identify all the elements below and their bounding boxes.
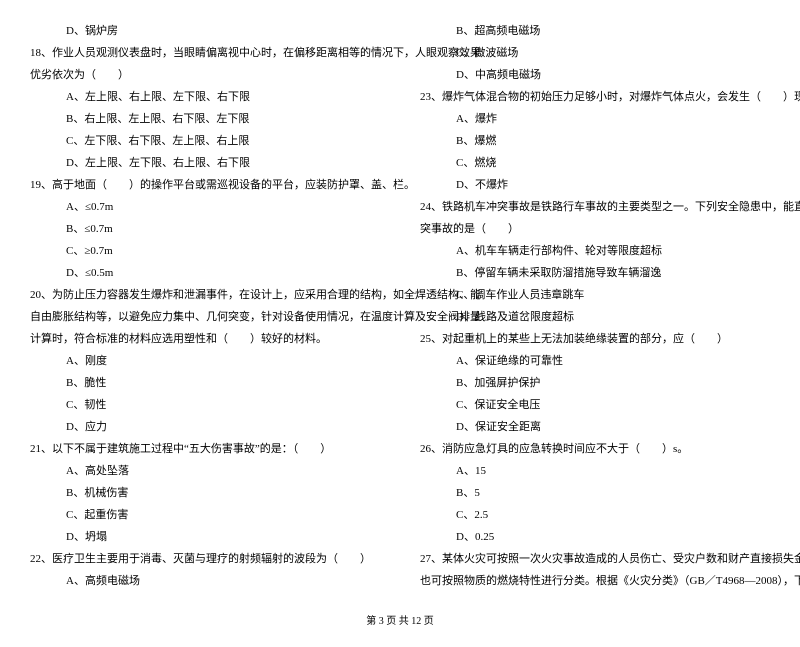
option-line: B、机械伤害 — [30, 482, 380, 504]
option-line: A、左上限、右上限、左下限、右下限 — [30, 86, 380, 108]
question-line: 22、医疗卫生主要用于消毒、灭菌与理疗的射频辐射的波段为（ ） — [30, 548, 380, 570]
option-line: A、机车车辆走行部构件、轮对等限度超标 — [420, 240, 770, 262]
right-column: B、超高频电磁场C、微波磁场D、中高频电磁场23、爆炸气体混合物的初始压力足够小… — [420, 20, 770, 592]
option-line: B、5 — [420, 482, 770, 504]
question-line: 24、铁路机车冲突事故是铁路行车事故的主要类型之一。下列安全隐患中，能直接导致机… — [420, 196, 770, 218]
page-columns: D、锅炉房18、作业人员观测仪表盘时，当眼睛偏离视中心时，在偏移距离相等的情况下… — [30, 20, 770, 592]
left-column: D、锅炉房18、作业人员观测仪表盘时，当眼睛偏离视中心时，在偏移距离相等的情况下… — [30, 20, 380, 592]
question-line: 也可按照物质的燃烧特性进行分类。根据《火灾分类》（GB／T4968—2008），… — [420, 570, 770, 592]
question-line: 18、作业人员观测仪表盘时，当眼睛偏离视中心时，在偏移距离相等的情况下，人眼观察… — [30, 42, 380, 64]
question-line: 25、对起重机上的某些上无法加装绝缘装置的部分，应（ ） — [420, 328, 770, 350]
option-line: B、停留车辆未采取防溜措施导致车辆溜逸 — [420, 262, 770, 284]
option-line: D、坍塌 — [30, 526, 380, 548]
option-line: A、刚度 — [30, 350, 380, 372]
option-line: A、15 — [420, 460, 770, 482]
page-footer: 第 3 页 共 12 页 — [30, 612, 770, 627]
option-line: B、超高频电磁场 — [420, 20, 770, 42]
option-line: B、爆燃 — [420, 130, 770, 152]
question-line: 27、某体火灾可按照一次火灾事故造成的人员伤亡、受灾户数和财产直接损失金额进行分… — [420, 548, 770, 570]
option-line: C、左下限、右下限、左上限、右上限 — [30, 130, 380, 152]
option-line: D、应力 — [30, 416, 380, 438]
option-line: A、高频电磁场 — [30, 570, 380, 592]
option-line: C、韧性 — [30, 394, 380, 416]
option-line: D、线路及道岔限度超标 — [420, 306, 770, 328]
option-line: C、≥0.7m — [30, 240, 380, 262]
option-line: C、调车作业人员违章跳车 — [420, 284, 770, 306]
question-line: 计算时，符合标准的材料应选用塑性和（ ）较好的材料。 — [30, 328, 380, 350]
option-line: A、高处坠落 — [30, 460, 380, 482]
option-line: A、≤0.7m — [30, 196, 380, 218]
option-line: D、左上限、左下限、右上限、右下限 — [30, 152, 380, 174]
option-line: D、0.25 — [420, 526, 770, 548]
option-line: D、锅炉房 — [30, 20, 380, 42]
option-line: A、保证绝缘的可靠性 — [420, 350, 770, 372]
question-line: 19、高于地面（ ）的操作平台或需巡视设备的平台，应装防护罩、盖、栏。 — [30, 174, 380, 196]
option-line: C、燃烧 — [420, 152, 770, 174]
option-line: C、2.5 — [420, 504, 770, 526]
option-line: D、不爆炸 — [420, 174, 770, 196]
question-line: 自由膨胀结构等，以避免应力集中、几何突变，针对设备使用情况，在温度计算及安全阀排… — [30, 306, 380, 328]
option-line: B、右上限、左上限、右下限、左下限 — [30, 108, 380, 130]
question-line: 21、以下不属于建筑施工过程中“五大伤害事故”的是：（ ） — [30, 438, 380, 460]
option-line: C、微波磁场 — [420, 42, 770, 64]
question-line: 20、为防止压力容器发生爆炸和泄漏事件，在设计上，应采用合理的结构，如全焊透结构… — [30, 284, 380, 306]
option-line: B、加强屏护保护 — [420, 372, 770, 394]
option-line: D、保证安全距离 — [420, 416, 770, 438]
question-line: 26、消防应急灯具的应急转换时间应不大于（ ）s。 — [420, 438, 770, 460]
option-line: D、中高频电磁场 — [420, 64, 770, 86]
option-line: D、≤0.5m — [30, 262, 380, 284]
option-line: B、≤0.7m — [30, 218, 380, 240]
option-line: C、起重伤害 — [30, 504, 380, 526]
question-line: 突事故的是（ ） — [420, 218, 770, 240]
option-line: B、脆性 — [30, 372, 380, 394]
question-line: 23、爆炸气体混合物的初始压力足够小时，对爆炸气体点火，会发生（ ）现象。 — [420, 86, 770, 108]
option-line: A、爆炸 — [420, 108, 770, 130]
option-line: C、保证安全电压 — [420, 394, 770, 416]
question-line: 优劣依次为（ ） — [30, 64, 380, 86]
